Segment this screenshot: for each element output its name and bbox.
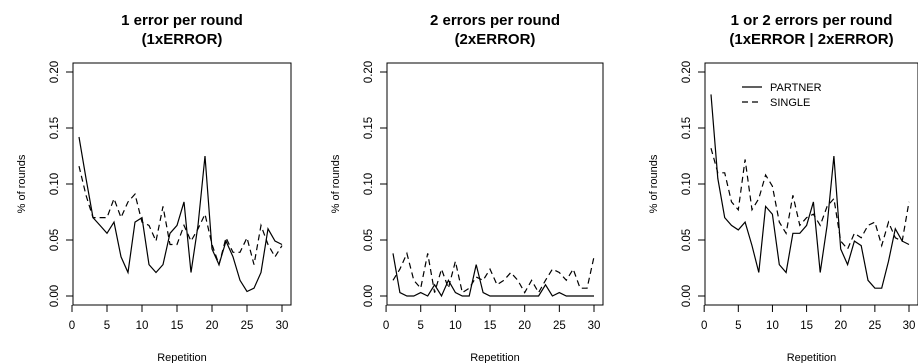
x-tick-label: 15 <box>800 320 813 332</box>
legend-label: SINGLE <box>770 97 810 109</box>
chart-title: 1 or 2 errors per round <box>731 12 893 29</box>
plot-frame <box>386 62 604 306</box>
y-axis-label: % of rounds <box>648 154 660 213</box>
chart-title: 2 errors per round <box>430 12 560 29</box>
plot-frame <box>72 62 292 306</box>
chart-subtitle: (1xERROR | 2xERROR) <box>729 31 893 48</box>
y-tick-label: 0.05 <box>49 229 61 251</box>
x-tick-label: 0 <box>701 320 707 332</box>
x-tick-label: 20 <box>518 320 531 332</box>
y-tick-label: 0.10 <box>49 173 61 195</box>
y-axis-label: % of rounds <box>16 154 28 213</box>
x-axis: 0 5 10 15 20 25 30 <box>701 305 915 332</box>
x-tick-label: 15 <box>484 320 497 332</box>
x-tick-label: 20 <box>834 320 847 332</box>
y-tick-label: 0.20 <box>49 61 61 83</box>
legend-label: PARTNER <box>770 82 822 94</box>
y-tick-label: 0.00 <box>363 285 375 307</box>
y-tick-label: 0.15 <box>49 117 61 139</box>
x-axis: 0 5 10 15 20 25 30 <box>69 305 289 332</box>
chart-subtitle: (2xERROR) <box>455 31 536 48</box>
chart-subtitle: (1xERROR) <box>142 31 223 48</box>
chart-title: 1 error per round <box>121 12 243 29</box>
x-tick-label: 5 <box>735 320 741 332</box>
panel-2: 2 errors per round(2xERROR)0.000.050.100… <box>330 12 604 363</box>
y-tick-label: 0.15 <box>681 117 693 139</box>
x-tick-label: 0 <box>383 320 389 332</box>
x-tick-label: 25 <box>241 320 254 332</box>
x-tick-label: 30 <box>276 320 289 332</box>
x-tick-label: 0 <box>69 320 75 332</box>
x-tick-label: 30 <box>588 320 601 332</box>
panel-3: 1 or 2 errors per round (1xERROR | 2xERRO… <box>648 12 918 363</box>
series-line-solid <box>710 94 910 289</box>
y-axis: 0.00 0.05 0.10 0.15 0.20 <box>363 61 388 307</box>
series-line-solid <box>392 253 594 298</box>
series-line-dashed <box>392 251 595 294</box>
x-tick-label: 10 <box>136 320 149 332</box>
series-line-solid <box>78 136 283 293</box>
series-line-dashed <box>78 165 283 267</box>
y-axis-label: % of rounds <box>330 154 342 213</box>
y-axis: 0.00 0.05 0.10 0.15 0.20 <box>681 61 706 307</box>
x-tick-label: 10 <box>449 320 462 332</box>
y-tick-label: 0.10 <box>363 173 375 195</box>
legend: PARTNER SINGLE <box>742 82 822 109</box>
y-tick-label: 0.15 <box>363 117 375 139</box>
y-tick-label: 0.20 <box>363 61 375 83</box>
x-tick-label: 25 <box>868 320 881 332</box>
x-axis-label: Repetition <box>787 352 837 363</box>
x-tick-label: 5 <box>104 320 110 332</box>
y-axis: 0.00 0.05 0.10 0.15 0.20 <box>49 61 74 307</box>
series-line-dashed <box>710 148 910 251</box>
y-tick-label: 0.00 <box>681 285 693 307</box>
x-axis: 0 5 10 15 20 25 30 <box>383 305 601 332</box>
x-tick-label: 20 <box>206 320 219 332</box>
x-axis-label: Repetition <box>157 352 207 363</box>
x-axis-label: Repetition <box>470 352 520 363</box>
x-tick-label: 5 <box>418 320 424 332</box>
x-tick-label: 15 <box>171 320 184 332</box>
x-tick-label: 25 <box>553 320 566 332</box>
y-tick-label: 0.05 <box>363 229 375 251</box>
y-tick-label: 0.10 <box>681 173 693 195</box>
x-tick-label: 30 <box>903 320 916 332</box>
y-tick-label: 0.20 <box>681 61 693 83</box>
y-tick-label: 0.05 <box>681 229 693 251</box>
panel-1: 1 error per round(1xERROR)0.000.050.100.… <box>16 12 292 363</box>
y-tick-label: 0.00 <box>49 285 61 307</box>
x-tick-label: 10 <box>766 320 779 332</box>
